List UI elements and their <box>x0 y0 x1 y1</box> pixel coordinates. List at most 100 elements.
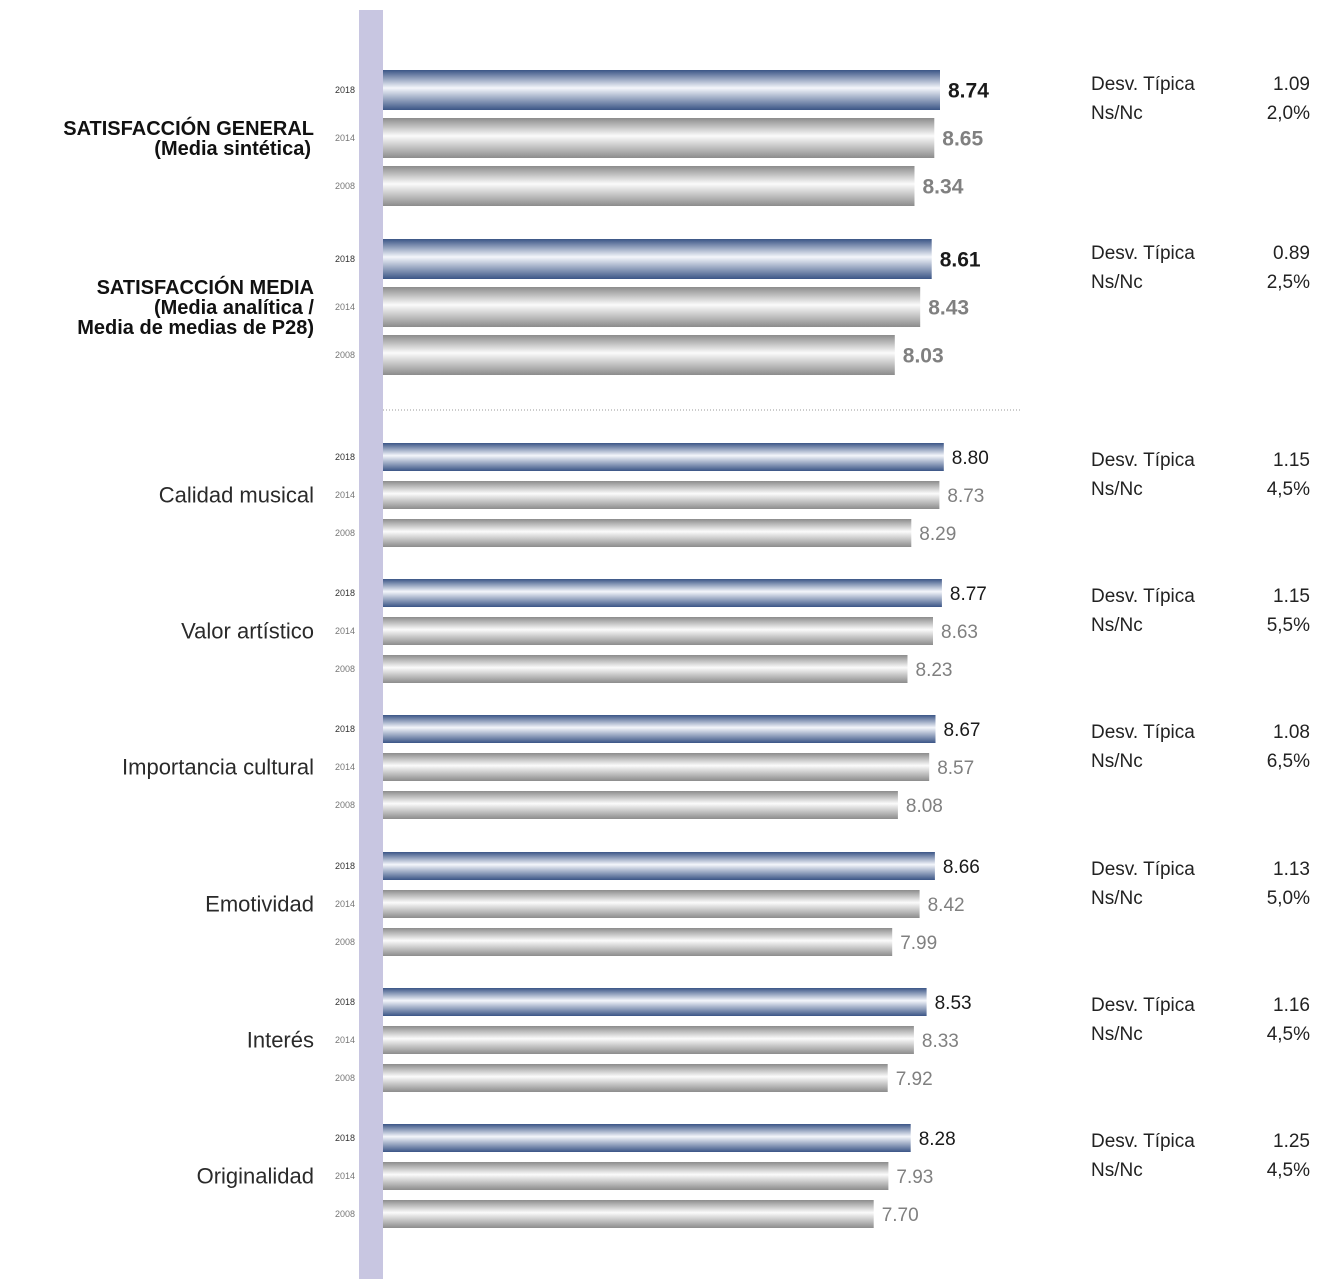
bar-2008 <box>383 519 912 547</box>
year-tick-label: 2018 <box>335 1133 355 1143</box>
bar-value-label: 8.28 <box>919 1129 956 1150</box>
desv-tipica-label: Desv. Típica <box>1091 995 1195 1016</box>
desv-tipica-value: 1.16 <box>1273 995 1310 1016</box>
bar-value-label: 8.67 <box>944 720 981 741</box>
bar-value-label: 7.70 <box>882 1205 919 1226</box>
bar-value-label: 8.03 <box>903 345 944 368</box>
group-label: Originalidad <box>197 1164 314 1189</box>
bar-value-label: 8.73 <box>947 486 984 507</box>
year-tick-label: 2018 <box>335 452 355 462</box>
desv-tipica-label: Desv. Típica <box>1091 243 1195 264</box>
bar-2008 <box>383 1064 888 1092</box>
nsnc-value: 5,5% <box>1267 615 1310 636</box>
bar-2018 <box>383 443 944 471</box>
desv-tipica-value: 1.13 <box>1273 859 1310 880</box>
bar-2018 <box>383 852 935 880</box>
group-label: Calidad musical <box>159 483 314 508</box>
nsnc-value: 4,5% <box>1267 479 1310 500</box>
nsnc-value: 6,5% <box>1267 751 1310 772</box>
year-tick-label: 2014 <box>335 133 355 143</box>
group-label: SATISFACCIÓN GENERAL <box>63 116 314 140</box>
desv-tipica-value: 1.08 <box>1273 722 1310 743</box>
bar-2008 <box>383 928 893 956</box>
bar-2014 <box>383 890 920 918</box>
year-tick-label: 2014 <box>335 626 355 636</box>
bar-value-label: 8.80 <box>952 448 989 469</box>
year-tick-label: 2008 <box>335 937 355 947</box>
nsnc-value: 2,0% <box>1267 103 1310 124</box>
bar-2014 <box>383 617 933 645</box>
year-tick-label: 2018 <box>335 724 355 734</box>
bar-value-label: 8.08 <box>906 796 943 817</box>
bar-2008 <box>383 335 895 375</box>
group-label: Interés <box>247 1028 314 1053</box>
bar-2018 <box>383 70 940 110</box>
desv-tipica-label: Desv. Típica <box>1091 450 1195 471</box>
desv-tipica-value: 0.89 <box>1273 243 1310 264</box>
nsnc-label: Ns/Nc <box>1091 272 1143 293</box>
year-tick-label: 2008 <box>335 1209 355 1219</box>
year-tick-label: 2018 <box>335 85 355 95</box>
bar-2014 <box>383 481 940 509</box>
bar-2014 <box>383 753 930 781</box>
nsnc-value: 4,5% <box>1267 1160 1310 1181</box>
year-tick-label: 2008 <box>335 181 355 191</box>
nsnc-value: 4,5% <box>1267 1024 1310 1045</box>
bar-value-label: 8.29 <box>919 524 956 545</box>
bar-value-label: 8.77 <box>950 584 987 605</box>
year-tick-label: 2018 <box>335 861 355 871</box>
year-tick-label: 2008 <box>335 1073 355 1083</box>
year-tick-label: 2008 <box>335 800 355 810</box>
bar-value-label: 7.93 <box>896 1167 933 1188</box>
nsnc-label: Ns/Nc <box>1091 1160 1143 1181</box>
desv-tipica-value: 1.15 <box>1273 586 1310 607</box>
year-tick-label: 2014 <box>335 490 355 500</box>
bar-2008 <box>383 166 915 206</box>
year-tick-label: 2014 <box>335 1171 355 1181</box>
nsnc-label: Ns/Nc <box>1091 1024 1143 1045</box>
year-tick-label: 2008 <box>335 528 355 538</box>
group-label: SATISFACCIÓN MEDIA <box>97 275 314 299</box>
year-tick-label: 2018 <box>335 254 355 264</box>
group-label: Media de medias de P28) <box>77 317 314 339</box>
bar-2018 <box>383 1124 911 1152</box>
desv-tipica-label: Desv. Típica <box>1091 586 1195 607</box>
bar-2018 <box>383 239 932 279</box>
bar-value-label: 8.74 <box>948 80 989 103</box>
desv-tipica-label: Desv. Típica <box>1091 74 1195 95</box>
group-label: Emotividad <box>205 892 314 917</box>
bar-2008 <box>383 1200 874 1228</box>
bar-2014 <box>383 118 935 158</box>
bar-2018 <box>383 988 927 1016</box>
year-tick-label: 2008 <box>335 350 355 360</box>
nsnc-label: Ns/Nc <box>1091 479 1143 500</box>
group-label: Valor artístico <box>181 619 314 644</box>
nsnc-label: Ns/Nc <box>1091 615 1143 636</box>
nsnc-label: Ns/Nc <box>1091 103 1143 124</box>
group-label: (Media sintética) <box>154 138 311 160</box>
nsnc-label: Ns/Nc <box>1091 888 1143 909</box>
bar-value-label: 8.63 <box>941 622 978 643</box>
year-tick-label: 2014 <box>335 302 355 312</box>
bar-value-label: 8.53 <box>935 993 972 1014</box>
group-label: Importancia cultural <box>122 755 314 780</box>
desv-tipica-value: 1.15 <box>1273 450 1310 471</box>
bar-value-label: 8.23 <box>916 660 953 681</box>
group-label: (Media analítica / <box>154 297 314 319</box>
bar-2014 <box>383 287 921 327</box>
nsnc-value: 2,5% <box>1267 272 1310 293</box>
bar-value-label: 8.33 <box>922 1031 959 1052</box>
bar-2018 <box>383 715 936 743</box>
bar-value-label: 8.61 <box>940 249 981 272</box>
bar-value-label: 8.34 <box>923 176 964 199</box>
bar-value-label: 7.92 <box>896 1069 933 1090</box>
bar-value-label: 8.42 <box>928 895 965 916</box>
desv-tipica-value: 1.25 <box>1273 1131 1310 1152</box>
bar-value-label: 8.65 <box>942 128 983 151</box>
year-tick-label: 2014 <box>335 899 355 909</box>
desv-tipica-label: Desv. Típica <box>1091 1131 1195 1152</box>
bar-value-label: 7.99 <box>900 933 937 954</box>
bar-value-label: 8.43 <box>928 297 969 320</box>
year-tick-label: 2018 <box>335 997 355 1007</box>
